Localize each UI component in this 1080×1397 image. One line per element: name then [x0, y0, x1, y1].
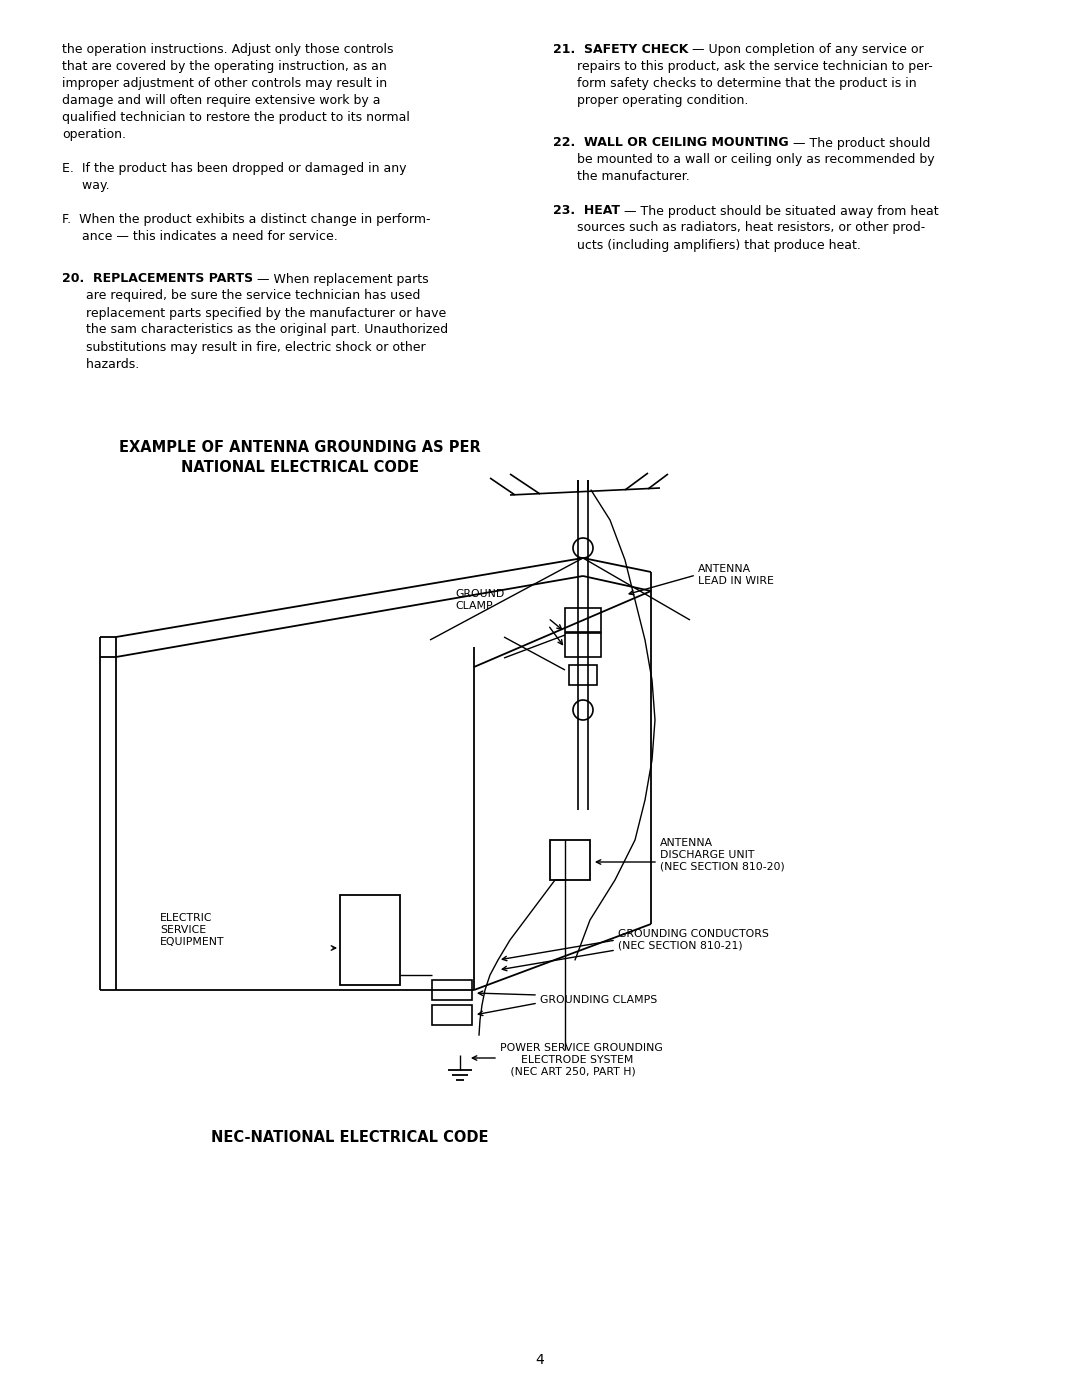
Bar [569, 665, 597, 685]
Text: — The product should be situated away from heat: — The product should be situated away fr… [620, 204, 939, 218]
Text: that are covered by the operating instruction, as an: that are covered by the operating instru… [62, 60, 387, 73]
Text: ANTENNA
LEAD IN WIRE: ANTENNA LEAD IN WIRE [698, 564, 774, 585]
Bar [432, 1004, 472, 1025]
Text: 21.  SAFETY CHECK: 21. SAFETY CHECK [553, 43, 688, 56]
Text: repairs to this product, ask the service technician to per-: repairs to this product, ask the service… [553, 60, 933, 73]
Text: 4: 4 [536, 1354, 544, 1368]
Bar [565, 608, 600, 631]
Text: NATIONAL ELECTRICAL CODE: NATIONAL ELECTRICAL CODE [181, 460, 419, 475]
Text: E.  If the product has been dropped or damaged in any: E. If the product has been dropped or da… [62, 162, 406, 175]
Text: the operation instructions. Adjust only those controls: the operation instructions. Adjust only … [62, 43, 393, 56]
Text: GROUNDING CLAMPS: GROUNDING CLAMPS [540, 995, 658, 1004]
Text: improper adjustment of other controls may result in: improper adjustment of other controls ma… [62, 77, 387, 89]
Text: hazards.: hazards. [62, 358, 139, 370]
Text: — When replacement parts: — When replacement parts [253, 272, 429, 285]
Text: way.: way. [62, 179, 110, 191]
Text: replacement parts specified by the manufacturer or have: replacement parts specified by the manuf… [62, 306, 446, 320]
Text: ucts (including amplifiers) that produce heat.: ucts (including amplifiers) that produce… [553, 239, 861, 251]
Text: ance — this indicates a need for service.: ance — this indicates a need for service… [62, 231, 338, 243]
Text: are required, be sure the service technician has used: are required, be sure the service techni… [62, 289, 420, 303]
Text: EXAMPLE OF ANTENNA GROUNDING AS PER: EXAMPLE OF ANTENNA GROUNDING AS PER [119, 440, 481, 455]
Text: sources such as radiators, heat resistors, or other prod-: sources such as radiators, heat resistor… [553, 222, 926, 235]
Text: operation.: operation. [62, 129, 126, 141]
Text: GROUND
CLAMP: GROUND CLAMP [455, 590, 504, 610]
Text: F.  When the product exhibits a distinct change in perform-: F. When the product exhibits a distinct … [62, 212, 431, 226]
Bar [340, 895, 400, 985]
Text: POWER SERVICE GROUNDING
      ELECTRODE SYSTEM
   (NEC ART 250, PART H): POWER SERVICE GROUNDING ELECTRODE SYSTEM… [500, 1044, 663, 1077]
Text: ELECTRIC
SERVICE
EQUIPMENT: ELECTRIC SERVICE EQUIPMENT [160, 914, 225, 947]
Text: qualified technician to restore the product to its normal: qualified technician to restore the prod… [62, 110, 410, 124]
Text: ANTENNA
DISCHARGE UNIT
(NEC SECTION 810-20): ANTENNA DISCHARGE UNIT (NEC SECTION 810-… [660, 838, 785, 872]
Bar [432, 981, 472, 1000]
Text: — The product should: — The product should [788, 137, 930, 149]
Text: GROUNDING CONDUCTORS
(NEC SECTION 810-21): GROUNDING CONDUCTORS (NEC SECTION 810-21… [618, 929, 769, 951]
Text: substitutions may result in fire, electric shock or other: substitutions may result in fire, electr… [62, 341, 426, 353]
Text: 22.  WALL OR CEILING MOUNTING: 22. WALL OR CEILING MOUNTING [553, 137, 788, 149]
Text: be mounted to a wall or ceiling only as recommended by: be mounted to a wall or ceiling only as … [553, 154, 934, 166]
Text: proper operating condition.: proper operating condition. [553, 94, 748, 108]
Text: damage and will often require extensive work by a: damage and will often require extensive … [62, 94, 380, 108]
Bar [565, 633, 600, 657]
Text: NEC-NATIONAL ELECTRICAL CODE: NEC-NATIONAL ELECTRICAL CODE [212, 1130, 489, 1146]
Text: 23.  HEAT: 23. HEAT [553, 204, 620, 218]
Text: — Upon completion of any service or: — Upon completion of any service or [688, 43, 924, 56]
Text: the manufacturer.: the manufacturer. [553, 170, 690, 183]
Text: form safety checks to determine that the product is in: form safety checks to determine that the… [553, 77, 917, 89]
Bar [550, 840, 590, 880]
Text: the sam characteristics as the original part. Unauthorized: the sam characteristics as the original … [62, 324, 448, 337]
Text: 20.  REPLACEMENTS PARTS: 20. REPLACEMENTS PARTS [62, 272, 253, 285]
